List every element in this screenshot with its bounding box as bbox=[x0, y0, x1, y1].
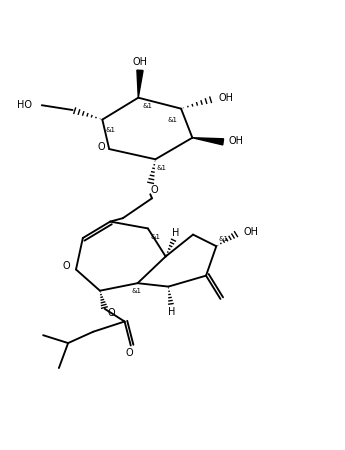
Text: O: O bbox=[150, 185, 158, 195]
Text: OH: OH bbox=[229, 136, 244, 146]
Text: H: H bbox=[172, 228, 180, 238]
Text: OH: OH bbox=[132, 57, 148, 67]
Polygon shape bbox=[137, 70, 143, 98]
Text: &1: &1 bbox=[150, 234, 160, 240]
Text: O: O bbox=[98, 142, 106, 152]
Text: O: O bbox=[62, 261, 70, 271]
Text: &1: &1 bbox=[168, 117, 177, 122]
Text: &1: &1 bbox=[131, 288, 141, 294]
Text: &1: &1 bbox=[105, 127, 115, 133]
Text: &1: &1 bbox=[157, 165, 167, 171]
Polygon shape bbox=[193, 138, 224, 145]
Text: &1: &1 bbox=[218, 236, 228, 242]
Text: O: O bbox=[125, 348, 133, 358]
Text: OH: OH bbox=[243, 227, 258, 237]
Text: OH: OH bbox=[218, 93, 233, 103]
Text: H: H bbox=[168, 307, 176, 317]
Text: O: O bbox=[107, 308, 115, 318]
Text: HO: HO bbox=[17, 100, 32, 110]
Text: &1: &1 bbox=[143, 103, 153, 109]
